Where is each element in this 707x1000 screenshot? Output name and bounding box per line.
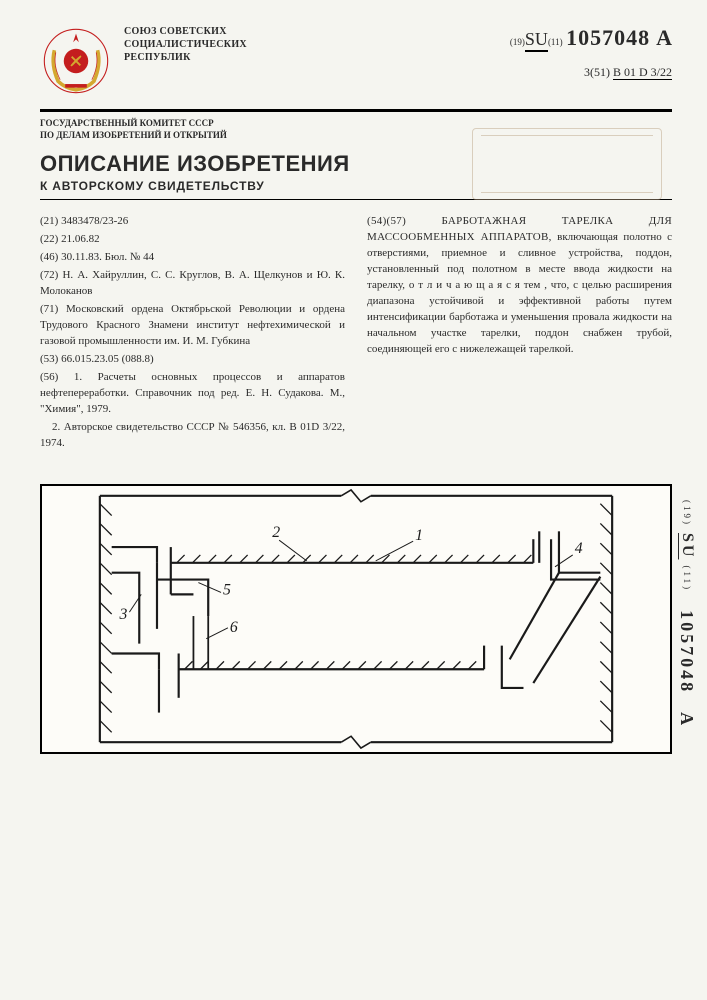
- field-71: (71) Московский ордена Октябрьской Револ…: [40, 302, 345, 350]
- left-column: (21) 3483478/23-26 (22) 21.06.82 (46) 30…: [40, 214, 345, 453]
- fig-label-2: 2: [272, 524, 280, 541]
- field-53: (53) 66.015.23.05 (088.8): [40, 352, 345, 368]
- header-text-block: СОЮЗ СОВЕТСКИХ СОЦИАЛИСТИЧЕСКИХ РЕСПУБЛИ…: [112, 25, 510, 64]
- field-22: (22) 21.06.82: [40, 232, 345, 248]
- field-56b: 2. Авторское свидетельство СССР № 546356…: [40, 420, 345, 452]
- union-l1: СОЮЗ СОВЕТСКИХ: [124, 26, 227, 37]
- figure: 1 2 3 4 5 6: [40, 484, 672, 754]
- field-56: (56) 1. Расчеты основных процессов и апп…: [40, 370, 345, 418]
- side-su: SU: [679, 533, 696, 559]
- side-11: (11): [682, 565, 692, 592]
- union-l2: СОЦИАЛИСТИЧЕСКИХ: [124, 39, 247, 50]
- field-21: (21) 3483478/23-26: [40, 214, 345, 230]
- committee-l1: ГОСУДАРСТВЕННЫЙ КОМИТЕТ СССР: [40, 118, 214, 128]
- side-number: 1057048: [677, 610, 697, 694]
- country-code: SU: [525, 29, 548, 52]
- pub-main-line: (19)SU(11) 1057048A: [510, 25, 672, 51]
- ipc-line: 3(51) B 01 D 3/22: [510, 65, 672, 80]
- publication-codes: (19)SU(11) 1057048A 3(51) B 01 D 3/22: [510, 25, 672, 80]
- union-title: СОЮЗ СОВЕТСКИХ СОЦИАЛИСТИЧЕСКИХ РЕСПУБЛИ…: [124, 25, 510, 64]
- side-19: (19): [682, 500, 692, 527]
- right-column: (54)(57) БАРБОТАЖНАЯ ТАРЕЛКА ДЛЯ МАССООБ…: [367, 214, 672, 453]
- abstract: (54)(57) БАРБОТАЖНАЯ ТАРЕЛКА ДЛЯ МАССООБ…: [367, 214, 672, 357]
- kind-code: A: [656, 25, 672, 50]
- fig-label-4: 4: [575, 539, 583, 556]
- ussr-emblem: [40, 25, 112, 97]
- union-l3: РЕСПУБЛИК: [124, 52, 191, 63]
- ipc-prefix: 3(51): [584, 65, 610, 79]
- patent-number: 1057048: [566, 25, 650, 50]
- field-46: (46) 30.11.83. Бюл. № 44: [40, 250, 345, 266]
- abstract-body: включающая полотно с отверстиями, приемн…: [367, 231, 672, 355]
- header-row: СОЮЗ СОВЕТСКИХ СОЦИАЛИСТИЧЕСКИХ РЕСПУБЛИ…: [40, 25, 672, 97]
- fig-label-5: 5: [223, 581, 231, 598]
- registry-stamp: [472, 128, 662, 200]
- figure-svg: 1 2 3 4 5 6: [42, 486, 670, 752]
- fig-label-3: 3: [119, 606, 128, 623]
- fig-label-6: 6: [230, 618, 238, 635]
- biblio-columns: (21) 3483478/23-26 (22) 21.06.82 (46) 30…: [40, 214, 672, 453]
- committee-l2: ПО ДЕЛАМ ИЗОБРЕТЕНИЙ И ОТКРЫТИЙ: [40, 130, 227, 140]
- code-19: (19): [510, 37, 525, 47]
- side-kind: A: [677, 712, 697, 728]
- ipc-code: B 01 D 3/22: [613, 65, 672, 80]
- code-11: (11): [548, 37, 563, 47]
- top-divider: [40, 109, 672, 112]
- side-publication-code: (19) SU (11) 1057048 A: [676, 500, 697, 728]
- field-72: (72) Н. А. Хайруллин, С. С. Круглов, В. …: [40, 268, 345, 300]
- fig-label-1: 1: [415, 527, 423, 544]
